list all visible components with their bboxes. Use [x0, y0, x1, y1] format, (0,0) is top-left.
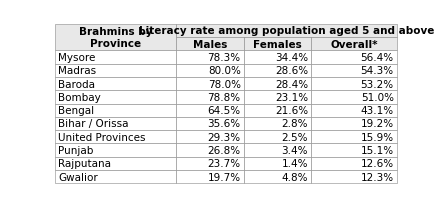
Text: Males: Males [193, 40, 227, 49]
Bar [244, 51, 311, 64]
Bar [55, 51, 176, 64]
Bar [244, 170, 311, 183]
Bar [176, 25, 397, 38]
Bar [311, 78, 397, 91]
Text: 1.4%: 1.4% [281, 159, 308, 169]
Text: 78.8%: 78.8% [208, 92, 241, 102]
Text: 12.3%: 12.3% [361, 172, 394, 182]
Text: Baroda: Baroda [58, 79, 95, 89]
Text: 53.2%: 53.2% [361, 79, 394, 89]
Text: 43.1%: 43.1% [361, 106, 394, 116]
Text: 35.6%: 35.6% [208, 119, 241, 129]
Text: 28.4%: 28.4% [275, 79, 308, 89]
Text: Rajputana: Rajputana [58, 159, 111, 169]
Text: 78.0%: 78.0% [208, 79, 241, 89]
Text: Literacy rate among population aged 5 and above: Literacy rate among population aged 5 an… [139, 26, 434, 36]
Text: 4.8%: 4.8% [281, 172, 308, 182]
Text: Punjab: Punjab [58, 145, 93, 155]
Bar [311, 91, 397, 104]
Bar [55, 25, 176, 51]
Text: 2.8%: 2.8% [281, 119, 308, 129]
Bar [311, 170, 397, 183]
Text: Overall*: Overall* [330, 40, 378, 49]
Text: 26.8%: 26.8% [208, 145, 241, 155]
Bar [311, 104, 397, 117]
Bar [176, 64, 244, 78]
Text: 56.4%: 56.4% [361, 53, 394, 63]
Bar [311, 157, 397, 170]
Bar [176, 104, 244, 117]
Text: 54.3%: 54.3% [361, 66, 394, 76]
Bar [55, 64, 176, 78]
Text: Females: Females [253, 40, 302, 49]
Bar [176, 51, 244, 64]
Bar [176, 38, 244, 51]
Bar [55, 144, 176, 157]
Text: United Provinces: United Provinces [58, 132, 146, 142]
Bar [55, 78, 176, 91]
Bar [311, 144, 397, 157]
Bar [311, 64, 397, 78]
Bar [244, 157, 311, 170]
Text: 19.2%: 19.2% [361, 119, 394, 129]
Bar [244, 130, 311, 144]
Bar [176, 117, 244, 130]
Text: Bihar / Orissa: Bihar / Orissa [58, 119, 129, 129]
Text: 80.0%: 80.0% [208, 66, 241, 76]
Text: 3.4%: 3.4% [281, 145, 308, 155]
Bar [244, 104, 311, 117]
Text: 78.3%: 78.3% [208, 53, 241, 63]
Bar [55, 104, 176, 117]
Bar [176, 130, 244, 144]
Bar [244, 91, 311, 104]
Bar [311, 51, 397, 64]
Bar [176, 91, 244, 104]
Bar [55, 157, 176, 170]
Text: 2.5%: 2.5% [281, 132, 308, 142]
Text: Mysore: Mysore [58, 53, 96, 63]
Text: 19.7%: 19.7% [208, 172, 241, 182]
Bar [176, 144, 244, 157]
Text: Brahmins by
Province: Brahmins by Province [79, 27, 153, 49]
Text: 23.7%: 23.7% [208, 159, 241, 169]
Bar [311, 130, 397, 144]
Bar [55, 91, 176, 104]
Bar [244, 117, 311, 130]
Bar [244, 144, 311, 157]
Text: Bengal: Bengal [58, 106, 94, 116]
Text: 21.6%: 21.6% [275, 106, 308, 116]
Bar [311, 117, 397, 130]
Bar [55, 117, 176, 130]
Text: 15.9%: 15.9% [361, 132, 394, 142]
Text: 51.0%: 51.0% [361, 92, 394, 102]
Bar [244, 38, 311, 51]
Bar [176, 157, 244, 170]
Text: 34.4%: 34.4% [275, 53, 308, 63]
Bar [55, 170, 176, 183]
Bar [176, 78, 244, 91]
Bar [311, 38, 397, 51]
Bar [176, 170, 244, 183]
Text: 12.6%: 12.6% [361, 159, 394, 169]
Bar [244, 64, 311, 78]
Text: Madras: Madras [58, 66, 96, 76]
Text: 29.3%: 29.3% [208, 132, 241, 142]
Text: 28.6%: 28.6% [275, 66, 308, 76]
Bar [55, 130, 176, 144]
Text: Bombay: Bombay [58, 92, 101, 102]
Bar [244, 78, 311, 91]
Text: Gwalior: Gwalior [58, 172, 98, 182]
Text: 15.1%: 15.1% [361, 145, 394, 155]
Text: 64.5%: 64.5% [208, 106, 241, 116]
Text: 23.1%: 23.1% [275, 92, 308, 102]
